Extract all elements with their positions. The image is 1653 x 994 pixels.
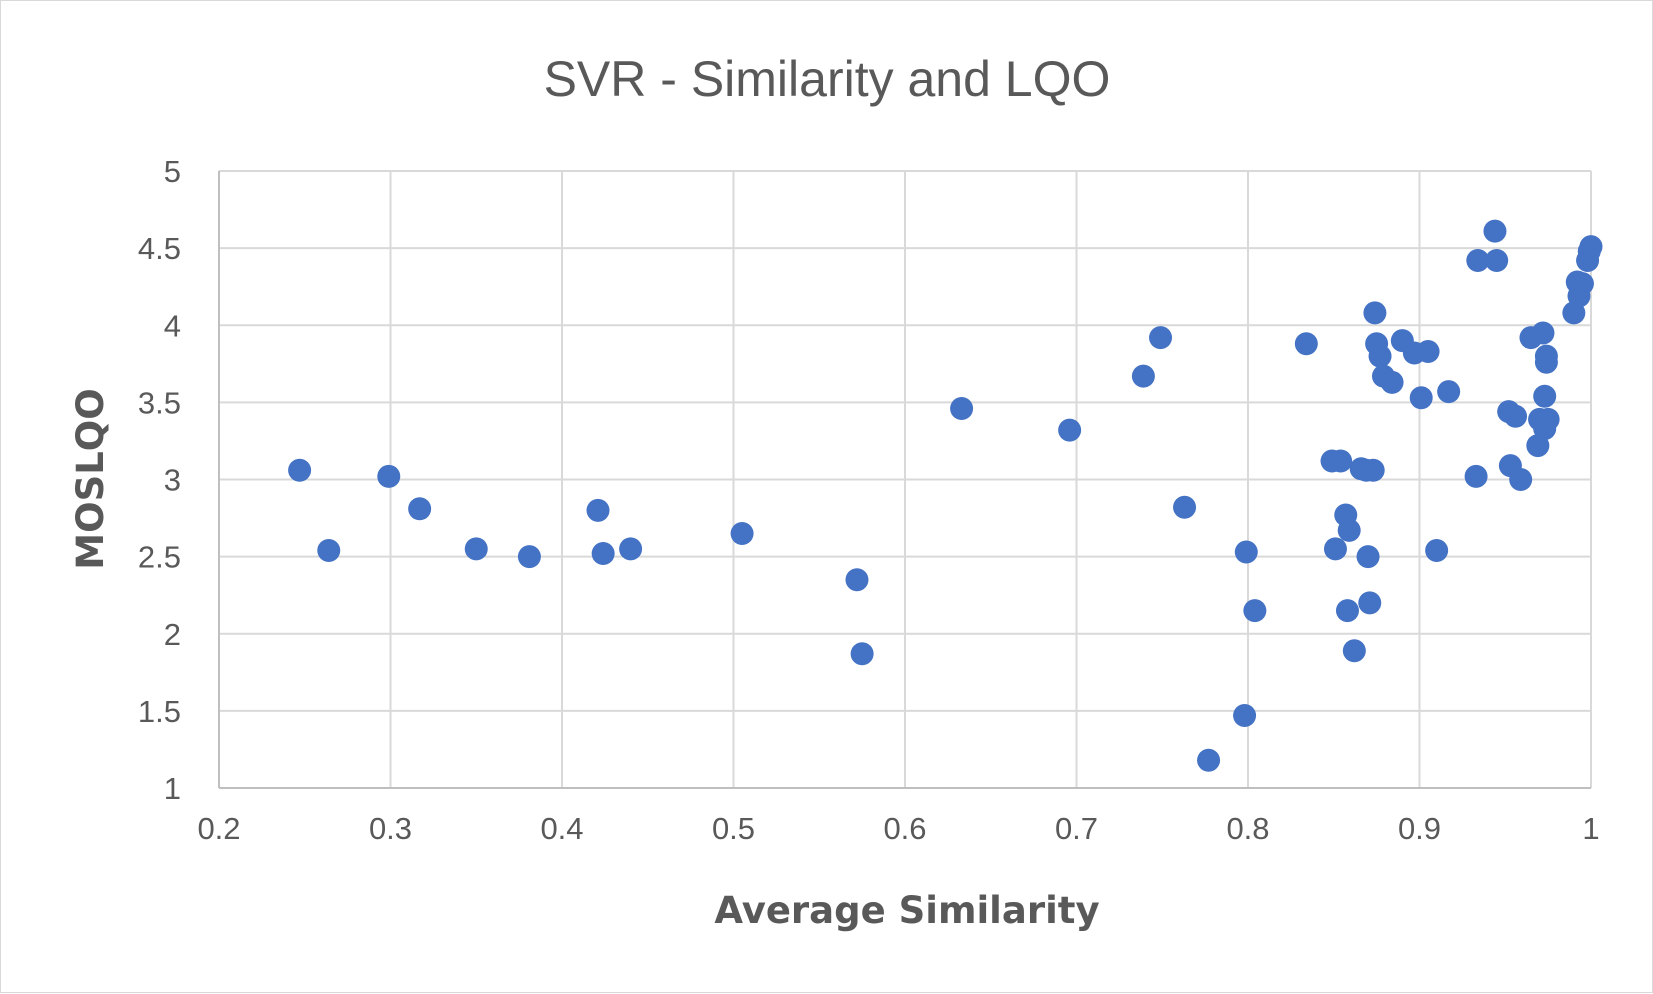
data-point (464, 537, 488, 561)
data-point (1233, 704, 1257, 728)
data-point (1579, 235, 1603, 259)
data-point (1437, 380, 1461, 404)
chart-title: SVR - Similarity and LQO (544, 51, 1111, 107)
data-points (288, 219, 1603, 772)
data-point (1570, 272, 1594, 296)
x-axis-title: Average Similarity (714, 889, 1099, 932)
data-point (1329, 449, 1353, 473)
data-point (1483, 219, 1507, 243)
data-point (1509, 468, 1533, 491)
data-point (845, 568, 869, 592)
data-point (1464, 464, 1488, 488)
data-point (1531, 321, 1555, 345)
data-point (1536, 407, 1560, 431)
data-point (586, 498, 610, 522)
data-point (1197, 748, 1221, 772)
data-point (1533, 384, 1557, 408)
x-tick-label: 0.2 (197, 811, 240, 846)
data-point (1361, 458, 1385, 482)
data-point (1368, 344, 1392, 368)
y-axis-ticks: 1 1.5 2 2.5 3 3.5 4 4.5 5 (138, 154, 181, 806)
x-tick-label: 0.5 (712, 811, 755, 846)
data-point (1342, 639, 1366, 663)
data-point (1425, 538, 1449, 562)
data-point (1534, 350, 1558, 374)
x-tick-label: 0.3 (369, 811, 412, 846)
data-point (1173, 495, 1197, 519)
data-point (591, 542, 615, 566)
y-tick-label: 4.5 (138, 231, 181, 266)
data-point (1416, 339, 1440, 363)
data-point (619, 537, 643, 561)
axes (218, 171, 1591, 789)
data-point (517, 545, 541, 569)
data-point (1466, 248, 1490, 272)
data-point (1504, 404, 1528, 428)
data-point (377, 464, 401, 488)
data-point (1485, 248, 1509, 272)
y-tick-label: 3 (164, 463, 181, 498)
data-point (1058, 418, 1082, 442)
data-point (288, 458, 312, 482)
y-tick-label: 1.5 (138, 694, 181, 729)
x-tick-label: 0.9 (1398, 811, 1441, 846)
x-axis-ticks: 0.2 0.3 0.4 0.5 0.6 0.7 0.8 0.9 1 (197, 811, 1599, 846)
data-point (408, 497, 432, 521)
data-point (1294, 332, 1318, 356)
data-point (1380, 370, 1404, 394)
data-point (1363, 301, 1387, 325)
x-tick-label: 1 (1582, 811, 1599, 846)
data-point (1131, 364, 1155, 388)
y-tick-label: 1 (164, 771, 181, 806)
data-point (1337, 518, 1361, 542)
y-tick-label: 2 (164, 617, 181, 652)
y-tick-label: 2.5 (138, 540, 181, 575)
data-point (1358, 591, 1382, 615)
data-point (317, 538, 341, 562)
data-point (730, 521, 754, 545)
y-tick-label: 5 (164, 154, 181, 189)
y-tick-label: 4 (164, 308, 181, 343)
x-tick-label: 0.7 (1055, 811, 1098, 846)
data-point (1149, 326, 1173, 350)
gridlines (219, 170, 1592, 788)
y-axis-title: MOSLQO (69, 388, 112, 569)
data-point (850, 642, 874, 666)
x-tick-label: 0.8 (1226, 811, 1269, 846)
x-tick-label: 0.6 (883, 811, 926, 846)
data-point (1234, 540, 1258, 564)
data-point (1243, 599, 1267, 623)
data-point (1323, 537, 1347, 561)
y-tick-label: 3.5 (138, 385, 181, 420)
x-tick-label: 0.4 (540, 811, 583, 846)
data-point (1335, 599, 1359, 623)
data-point (1356, 545, 1380, 569)
data-point (950, 397, 974, 421)
data-point (1409, 386, 1433, 410)
